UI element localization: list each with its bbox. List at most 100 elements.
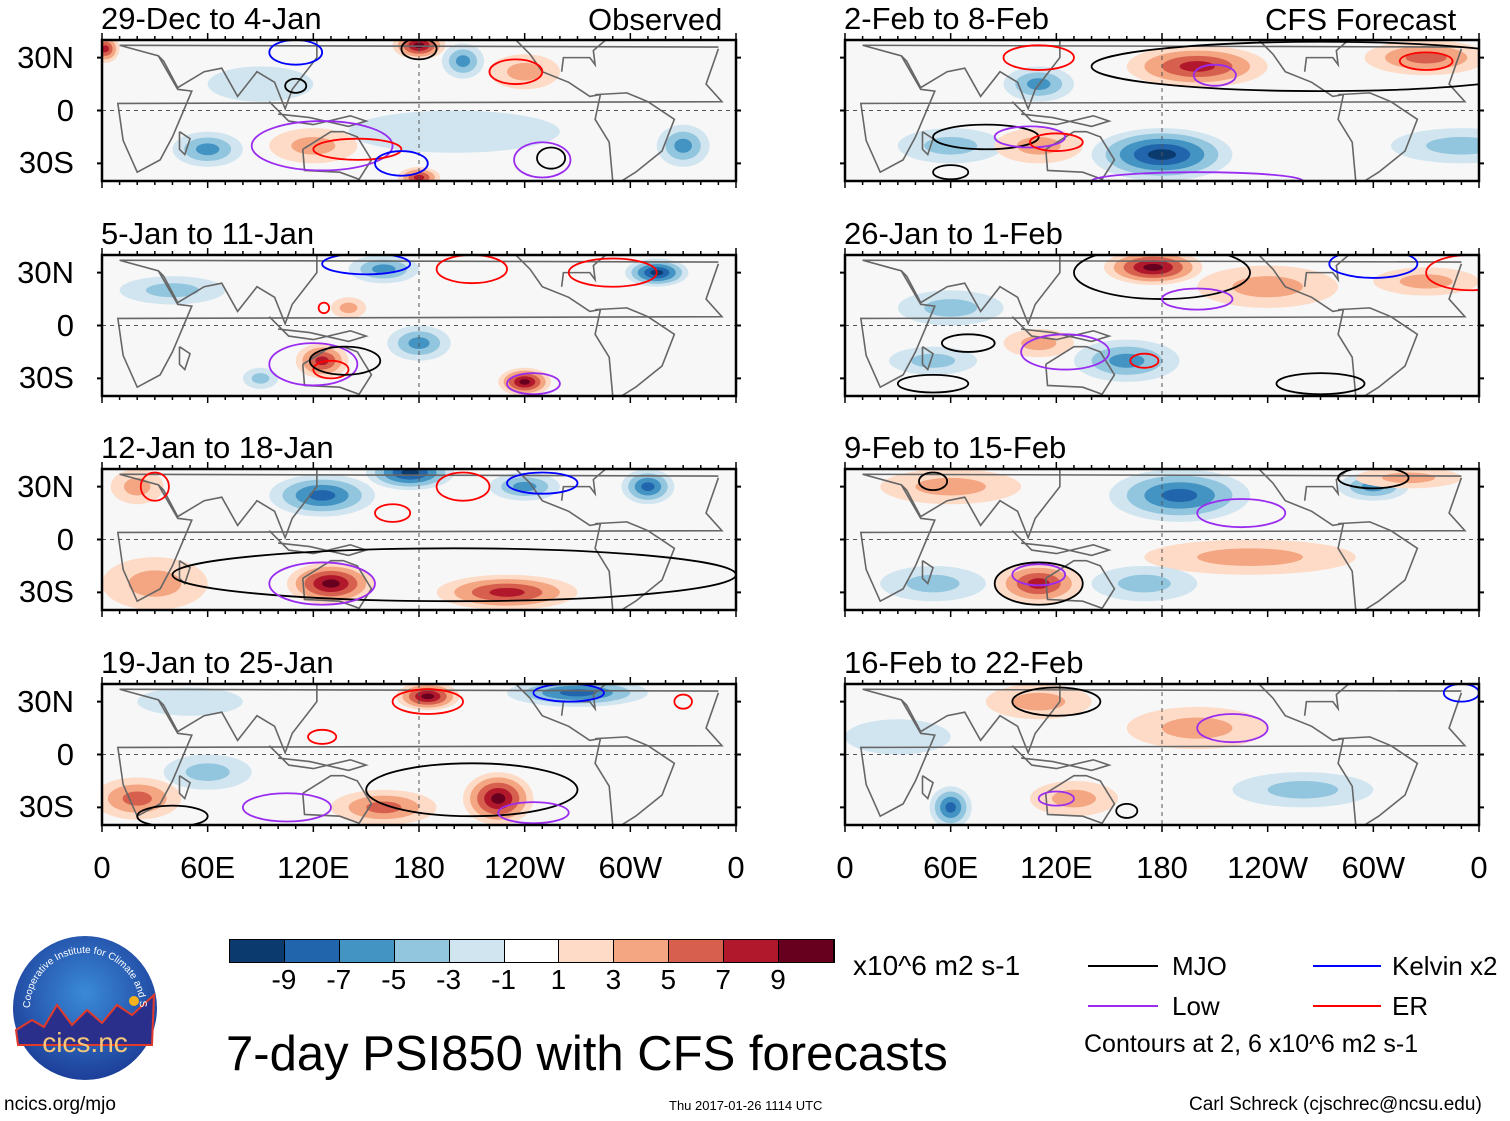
latitude-label: 0 xyxy=(56,92,74,128)
er-contour xyxy=(1129,352,1160,369)
coastline xyxy=(1303,684,1350,716)
coastline xyxy=(116,473,724,603)
colorbar-swatch xyxy=(230,940,285,962)
anomaly-shading xyxy=(146,283,199,298)
latitude-label: 30S xyxy=(18,574,74,610)
anomaly-shading xyxy=(401,469,420,477)
coastline xyxy=(157,469,318,540)
low-contour xyxy=(1090,171,1304,181)
coastline xyxy=(595,307,676,396)
coastline xyxy=(178,130,192,157)
coastline xyxy=(859,688,1467,818)
coastline xyxy=(1044,345,1116,396)
coastline xyxy=(560,255,607,287)
longitude-label: 60W xyxy=(1341,850,1406,885)
low-contour xyxy=(1020,333,1111,371)
longitude-label: 60W xyxy=(598,850,663,885)
map-panel xyxy=(840,248,1484,403)
er-contour xyxy=(391,688,464,715)
map-panel xyxy=(840,677,1484,832)
anomaly-shading xyxy=(308,490,336,501)
units-label: x10^6 m2 s-1 xyxy=(853,950,1021,981)
coastline xyxy=(900,684,1061,755)
anomaly-shading xyxy=(348,110,560,153)
kelvin-contour xyxy=(321,255,412,276)
latitude-label: 30N xyxy=(17,254,74,290)
panel-title: 2-Feb to 8-Feb xyxy=(844,1,1050,36)
er-contour xyxy=(1029,132,1084,152)
longitude-label: 0 xyxy=(836,850,854,885)
coastline xyxy=(268,316,369,343)
anomaly-shading xyxy=(519,379,530,385)
anomaly-shading xyxy=(122,791,152,806)
coastline xyxy=(1338,92,1419,181)
map-panel xyxy=(840,33,1484,188)
er-contour xyxy=(673,693,693,710)
coastline xyxy=(1258,469,1357,610)
kelvin-contour xyxy=(1442,684,1479,703)
coastline xyxy=(1258,40,1357,181)
cics-logo: Cooperative Institute for Climate and Sa… xyxy=(12,935,157,1080)
latitude-label: 30S xyxy=(18,789,74,825)
panel-title: 19-Jan to 25-Jan xyxy=(101,645,334,680)
anomaly-shading xyxy=(251,373,270,384)
map-panel xyxy=(97,248,741,403)
er-legend-line xyxy=(1313,1005,1381,1007)
colorbar-label: 3 xyxy=(605,964,622,995)
coastline xyxy=(595,92,676,181)
er-contour xyxy=(435,255,508,285)
low-contour xyxy=(268,342,359,387)
coastline xyxy=(268,745,369,772)
anomaly-shading xyxy=(507,62,543,81)
low-contour xyxy=(250,120,394,172)
coastline xyxy=(1011,101,1112,128)
kelvin-legend-line xyxy=(1313,965,1381,967)
coastline xyxy=(268,530,369,557)
low-contour xyxy=(993,125,1067,149)
low-contour xyxy=(1192,63,1237,87)
coastline xyxy=(1044,559,1116,610)
low-contour xyxy=(1161,287,1234,311)
colorbar-swatch xyxy=(724,940,780,962)
er-contour xyxy=(307,728,338,745)
mjo-contour xyxy=(896,373,970,394)
anomaly-shading xyxy=(372,264,396,274)
anomaly-shading xyxy=(641,482,655,492)
anomaly-shading xyxy=(1109,353,1145,368)
mjo-legend-label: MJO xyxy=(1172,951,1227,981)
low-contour xyxy=(1011,563,1067,587)
kelvin-contour xyxy=(268,40,324,66)
longitude-label: 120W xyxy=(1227,850,1309,885)
latitude-label: 30N xyxy=(17,683,74,719)
anomaly-shading xyxy=(1197,548,1303,566)
colorbar-swatch xyxy=(779,940,834,962)
coastline xyxy=(595,521,676,610)
coastline xyxy=(515,40,614,181)
longitude-label: 180 xyxy=(393,850,445,885)
coastline xyxy=(560,684,607,716)
anomaly-shading xyxy=(1021,336,1057,351)
longitude-label: 60E xyxy=(180,850,236,885)
anomaly-shading xyxy=(1117,574,1171,593)
observed-label: Observed xyxy=(588,2,723,37)
latitude-label: 0 xyxy=(56,521,74,557)
colorbar-label: -5 xyxy=(381,964,407,995)
coastline xyxy=(301,774,373,825)
coastline xyxy=(515,684,614,825)
coastline xyxy=(1303,40,1350,72)
anomaly-shading xyxy=(1027,578,1050,589)
anomaly-shading xyxy=(491,793,506,804)
colorbar-label: 7 xyxy=(715,964,731,995)
site-url[interactable]: ncics.org/mjo xyxy=(4,1094,116,1115)
mjo-contour xyxy=(1090,40,1479,93)
coastline xyxy=(921,774,935,801)
low-legend-label: Low xyxy=(1172,991,1220,1021)
colorbar-label: 5 xyxy=(660,964,677,995)
coastline xyxy=(157,255,318,326)
kelvin-contour xyxy=(532,684,605,703)
colorbar-label: 9 xyxy=(770,964,786,995)
coastline xyxy=(1258,255,1357,396)
coastline xyxy=(178,559,192,586)
low-contour xyxy=(241,792,332,823)
longitude-label: 120E xyxy=(1020,850,1093,885)
